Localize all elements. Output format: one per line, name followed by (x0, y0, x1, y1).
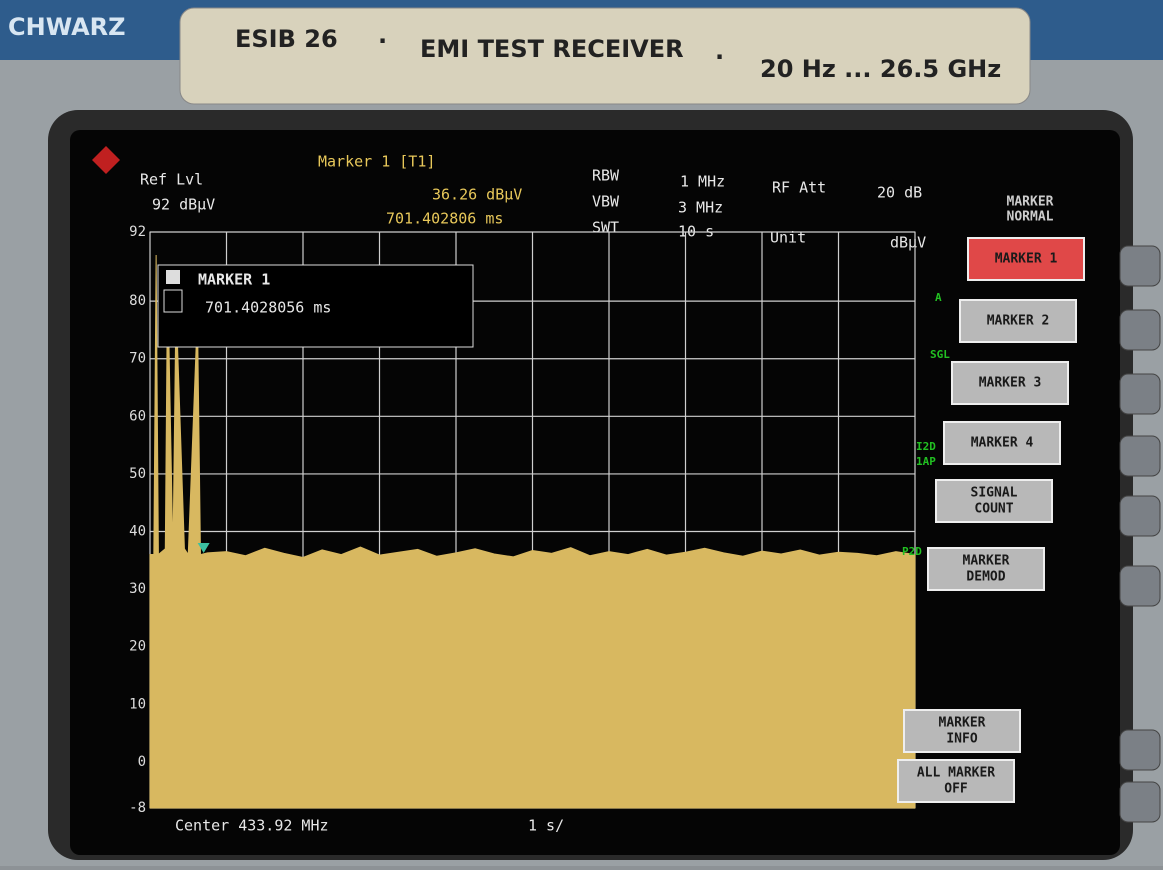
softkey-label[interactable]: OFF (944, 782, 968, 797)
y-tick-label: 80 (129, 293, 146, 309)
y-tick-label: 20 (129, 639, 146, 655)
rbw: 1 MHz (680, 173, 725, 191)
y-tick-label: 60 (129, 408, 146, 424)
marker-box-value: 701.4028056 ms (205, 299, 331, 317)
product: EMI TEST RECEIVER (420, 35, 684, 63)
hard-key[interactable] (1119, 729, 1161, 771)
hard-key[interactable] (1119, 565, 1161, 607)
ref-lvl: 92 dBµV (152, 196, 215, 214)
range: 20 Hz ... 26.5 GHz (760, 55, 1001, 83)
status-label: A (935, 291, 942, 304)
vbw: 3 MHz (678, 199, 723, 217)
hard-key[interactable] (1119, 373, 1161, 415)
marker-box-frame (157, 264, 474, 348)
rf-att: 20 dB (877, 184, 922, 202)
marker-time: 701.402806 ms (386, 210, 503, 228)
y-tick-label: 92 (129, 224, 146, 240)
vbw-label: VBW (592, 193, 620, 211)
status-label: P2D (902, 545, 922, 558)
marker-1 (197, 543, 210, 554)
softkey-label[interactable]: MARKER 3 (979, 376, 1042, 391)
softkey-button[interactable] (927, 547, 1045, 591)
y-tick-label: 10 (129, 696, 146, 712)
softkey-label[interactable]: MARKER (939, 716, 986, 731)
logo (92, 146, 120, 174)
y-tick-label: 30 (129, 581, 146, 597)
softkey-button[interactable] (951, 361, 1069, 405)
model: ESIB 26 (235, 25, 338, 53)
softkey-title: MARKER (1007, 195, 1054, 210)
softkey-label[interactable]: COUNT (974, 502, 1013, 517)
softkey-button[interactable] (897, 759, 1015, 803)
marker-box: MARKER 1 701.4028056 ms (157, 264, 474, 348)
softkey-label[interactable]: SIGNAL (971, 486, 1018, 501)
time-per-div: 1 s/ (528, 817, 564, 835)
brand: CHWARZ (8, 13, 126, 41)
softkey-label[interactable]: MARKER (963, 554, 1010, 569)
hard-key[interactable] (1119, 245, 1161, 287)
marker-title: Marker 1 [T1] (318, 153, 435, 171)
marker-box-icon (166, 270, 180, 284)
softkey-button[interactable] (903, 709, 1021, 753)
plot: 92 80 70 60 50 40 30 20 10 0 -8 (129, 224, 916, 816)
name-plate (179, 7, 1031, 105)
softkey-button[interactable] (967, 237, 1085, 281)
status-label: SGL (930, 348, 950, 361)
y-tick-label: -8 (129, 800, 146, 816)
status-label: I2D (916, 440, 936, 453)
marker-box-spin (163, 289, 183, 313)
softkey-label[interactable]: MARKER 2 (987, 314, 1050, 329)
softkey-label[interactable]: DEMOD (966, 570, 1005, 585)
softkey-title: NORMAL (1007, 210, 1054, 225)
marker-level: 36.26 dBµV (432, 186, 522, 204)
marker-box-title: MARKER 1 (198, 271, 270, 289)
hard-key[interactable] (1119, 781, 1161, 823)
softkey-button[interactable] (935, 479, 1053, 523)
ref-lvl-label: Ref Lvl (140, 171, 203, 189)
softkey-label[interactable]: MARKER 4 (971, 436, 1034, 451)
y-tick-label: 40 (129, 524, 146, 540)
hard-key[interactable] (1119, 495, 1161, 537)
unit: dBµV (890, 234, 926, 252)
y-tick-label: 50 (129, 466, 146, 482)
hard-key[interactable] (1119, 435, 1161, 477)
center-freq: Center 433.92 MHz (175, 817, 329, 835)
softkey-label[interactable]: ALL MARKER (917, 766, 995, 781)
softkey-button[interactable] (959, 299, 1077, 343)
swt-label: SWT (592, 219, 619, 237)
rbw-label: RBW (592, 167, 620, 185)
dot: · (715, 43, 724, 71)
rf-att-label: RF Att (772, 179, 826, 197)
hard-key[interactable] (1119, 309, 1161, 351)
trace-area (149, 255, 916, 809)
status-label: 1AP (916, 455, 936, 468)
unit-label: Unit (770, 229, 806, 247)
softkey-label[interactable]: MARKER 1 (995, 252, 1058, 267)
softkey-label[interactable]: INFO (946, 732, 977, 747)
y-tick-label: 70 (129, 351, 146, 367)
dot: · (378, 27, 387, 55)
y-tick-label: 0 (138, 754, 146, 770)
softkey-button[interactable] (943, 421, 1061, 465)
